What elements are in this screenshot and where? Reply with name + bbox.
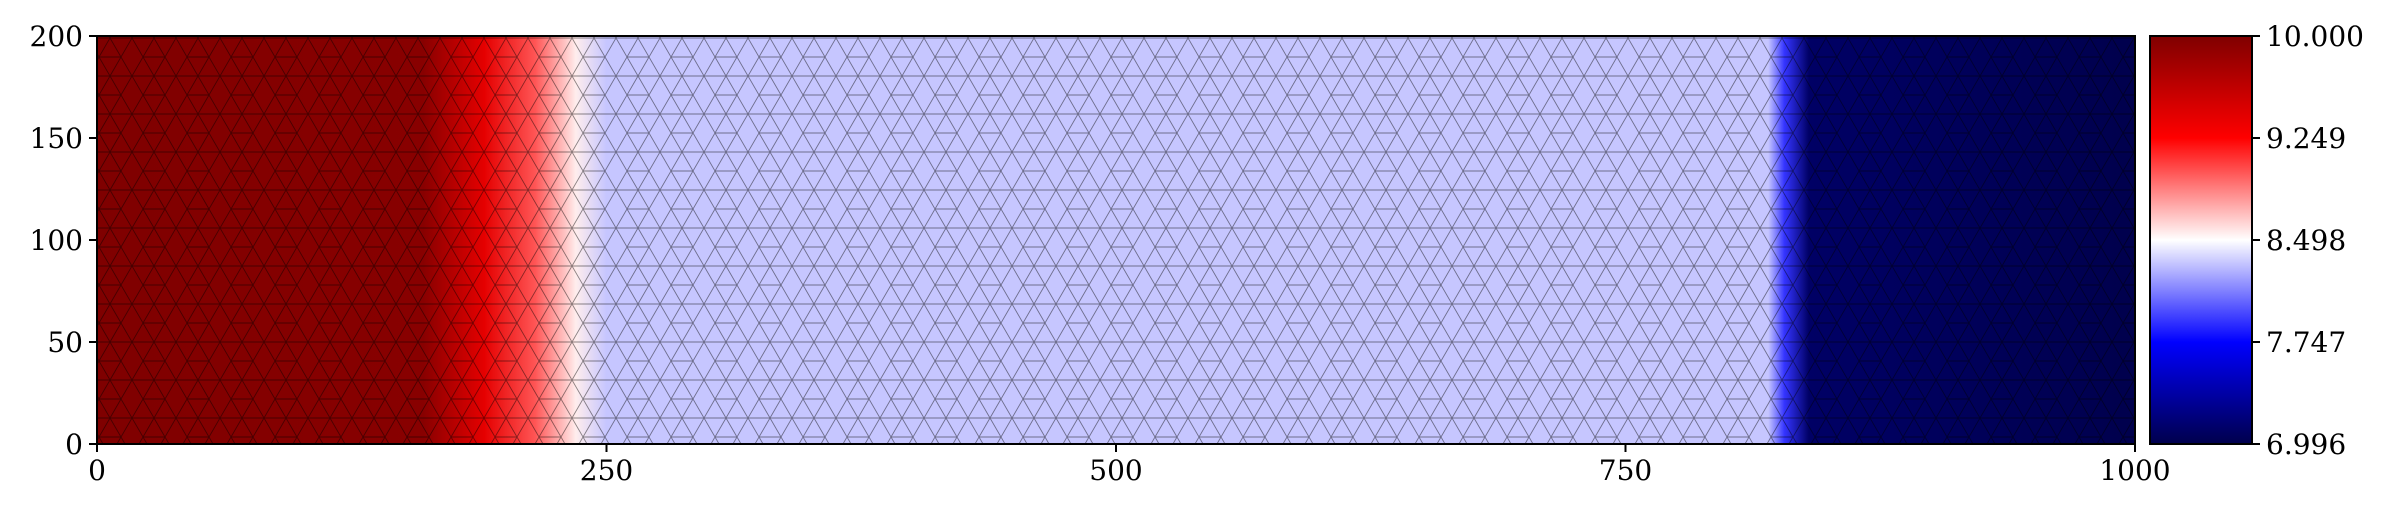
colorbar-tick-label: 7.747 [2266, 326, 2346, 359]
x-tick-label: 0 [88, 454, 106, 487]
y-tick-label: 100 [30, 224, 83, 257]
y-axis: 0 50 100 150 200 [30, 20, 97, 461]
heatmap-plot [97, 36, 2135, 444]
colorbar-tick-label: 8.498 [2266, 224, 2346, 257]
x-tick-label: 250 [580, 454, 633, 487]
y-tick-label: 50 [47, 326, 83, 359]
y-tick-label: 200 [30, 20, 83, 53]
x-tick-label: 750 [1599, 454, 1652, 487]
colorbar-tick-label: 6.996 [2266, 428, 2346, 461]
colorbar-ticks: 10.000 9.249 8.498 7.747 6.996 [2252, 20, 2364, 461]
colorbar-gradient-bar [2150, 36, 2252, 444]
x-tick-label: 1000 [2099, 454, 2170, 487]
colorbar-tick-label: 10.000 [2266, 20, 2364, 53]
mesh-overlay [97, 36, 2135, 444]
x-tick-label: 500 [1089, 454, 1142, 487]
colorbar-tick-label: 9.249 [2266, 122, 2346, 155]
colorbar [2150, 36, 2252, 444]
x-axis: 0 250 500 750 1000 [88, 444, 2171, 487]
y-tick-label: 0 [65, 428, 83, 461]
y-tick-label: 150 [30, 122, 83, 155]
